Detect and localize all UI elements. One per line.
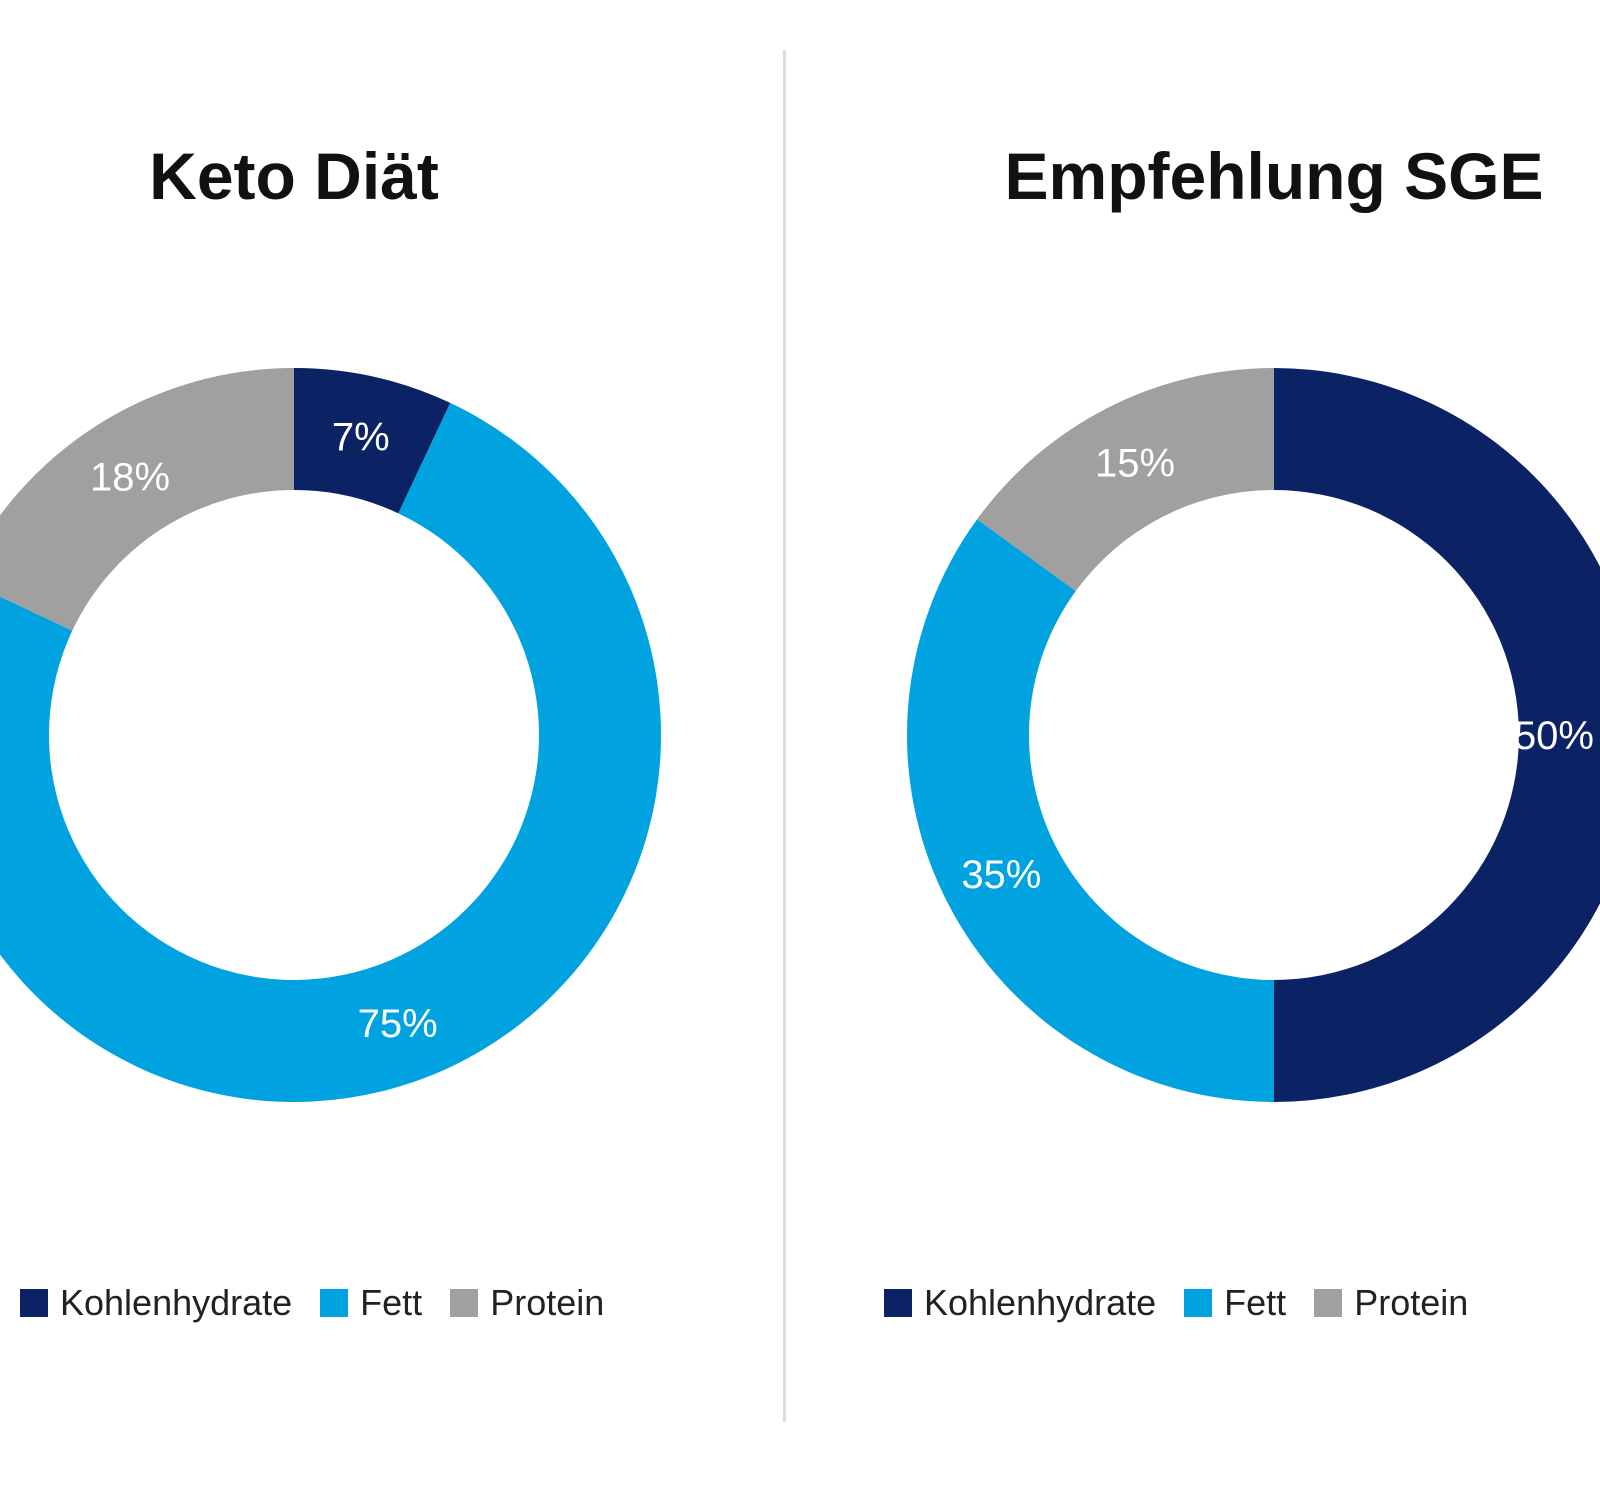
- swatch-protein: [1314, 1289, 1343, 1317]
- legend-item-kohlenhydrate: Kohlenhydrate: [884, 1282, 1156, 1324]
- legend-keto: Kohlenhydrate Fett Protein: [20, 1282, 604, 1324]
- swatch-protein: [450, 1289, 479, 1317]
- donut-keto: 7% 75% 18%: [0, 368, 661, 1102]
- legend-label: Fett: [1224, 1282, 1287, 1323]
- slice-fett: [0, 402, 661, 1102]
- data-label-protein: 18%: [90, 456, 170, 500]
- data-label-kohlenhydrate: 50%: [1514, 714, 1594, 758]
- legend-label: Kohlenhydrate: [60, 1282, 293, 1323]
- swatch-fett: [1184, 1289, 1213, 1317]
- chart-title-keto: Keto Diät: [149, 139, 439, 213]
- swatch-fett: [320, 1289, 349, 1317]
- slice-protein: [0, 368, 294, 631]
- data-label-protein: 15%: [1095, 441, 1175, 485]
- slice-protein: [977, 368, 1274, 591]
- legend-item-fett: Fett: [1184, 1282, 1286, 1324]
- legend-label: Protein: [1354, 1282, 1469, 1323]
- legend-label: Fett: [360, 1282, 423, 1323]
- slice-fett: [907, 519, 1274, 1102]
- legend-sge: Kohlenhydrate Fett Protein: [884, 1282, 1468, 1324]
- legend-item-fett: Fett: [320, 1282, 422, 1324]
- data-label-fett: 75%: [358, 1002, 438, 1046]
- legend-item-protein: Protein: [1314, 1282, 1468, 1324]
- slice-kohlenhydrate: [294, 368, 451, 514]
- data-label-fett: 35%: [961, 853, 1041, 897]
- swatch-kohlenhydrate: [20, 1289, 48, 1317]
- chart-title-sge: Empfehlung SGE: [1004, 139, 1544, 213]
- legend-label: Protein: [490, 1282, 605, 1323]
- donut-sge: 50% 35% 15%: [907, 368, 1600, 1102]
- legend-item-protein: Protein: [450, 1282, 604, 1324]
- slice-kohlenhydrate: [1274, 368, 1600, 1102]
- divider: [783, 50, 786, 1422]
- data-label-kohlenhydrate: 7%: [332, 415, 390, 459]
- legend-item-kohlenhydrate: Kohlenhydrate: [20, 1282, 292, 1324]
- swatch-kohlenhydrate: [884, 1289, 912, 1317]
- legend-label: Kohlenhydrate: [924, 1282, 1157, 1323]
